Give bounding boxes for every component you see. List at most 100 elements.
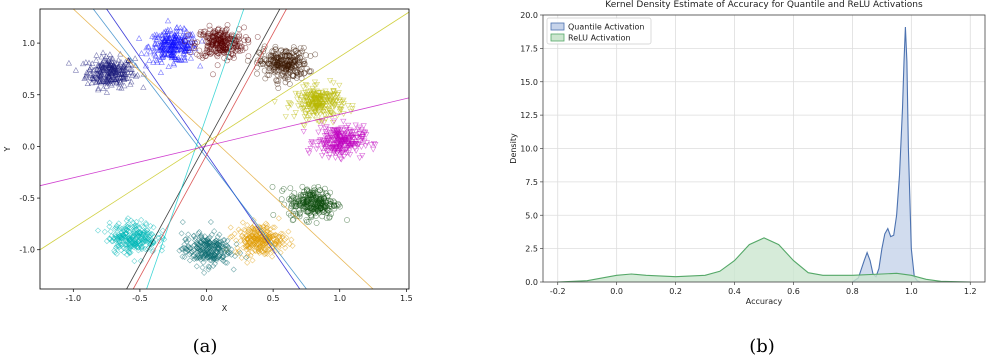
scatter-point [315,129,322,136]
scatter-point [197,31,204,38]
scatter-point [99,49,107,56]
scatter-point [214,49,220,56]
scatter-point [338,131,346,138]
scatter-point [88,79,95,86]
scatter-point [303,52,309,59]
y-axis-label: Density [509,133,518,164]
y-tick-label: 20.0 [520,11,538,20]
scatter-point [171,42,179,48]
scatter-point [301,94,308,100]
scatter-point [144,43,152,50]
scatter-point [336,106,343,112]
scatter-point [237,237,244,244]
scatter-point [130,233,138,240]
scatter-point [322,129,329,135]
scatter-point [327,189,333,196]
scatter-point [323,91,330,97]
scatter-point [237,249,244,257]
series-line-1 [557,237,971,283]
scatter-point [104,62,112,68]
scatter-point [313,146,320,153]
scatter-point [185,47,192,53]
scatter-point [263,221,271,229]
scatter-point [260,224,267,231]
scatter-point [300,105,308,112]
scatter-point [275,244,282,251]
scatter-point [207,218,214,226]
scatter-point [326,130,333,136]
scatter-point [204,43,211,50]
scatter-point [175,56,182,63]
scatter-point [105,67,112,73]
scatter-point [124,221,131,228]
scatter-point [251,241,258,248]
scatter-point [166,35,173,41]
scatter-point [140,224,147,231]
scatter-point [113,250,120,257]
scatter-point [312,103,320,110]
scatter-point [153,56,160,63]
y-tick-label: 2.5 [525,245,538,254]
scatter-point [142,237,149,244]
scatter-point [127,242,134,250]
scatter-point [112,224,120,231]
scatter-point [288,195,295,202]
scatter-point [206,239,213,246]
scatter-point [310,91,317,97]
scatter-point [340,97,347,104]
scatter-point [146,233,153,240]
scatter-point [104,70,111,76]
scatter-point [123,241,130,248]
scatter-point [305,89,312,95]
scatter-point [206,253,213,260]
scatter-point [220,253,227,260]
scatter-point [211,228,218,235]
scatter-point [269,253,276,260]
scatter-point [285,76,291,83]
scatter-point [218,241,225,248]
scatter-point [321,133,328,139]
scatter-point [345,145,352,151]
scatter-point [161,51,168,57]
series-area-1 [557,237,971,282]
scatter-point [95,72,103,78]
scatter-point [271,99,278,106]
scatter-point [126,250,133,257]
scatter-point [312,207,318,214]
scatter-point [185,236,192,243]
scatter-point [150,238,157,245]
decision-line-3 [126,9,281,289]
scatter-point [284,74,291,80]
scatter-point [257,234,264,241]
scatter-point [318,204,325,211]
scatter-point [322,199,329,206]
scatter-point [259,242,267,249]
scatter-point [313,220,320,226]
scatter-point [186,251,193,258]
scatter-point [310,100,317,107]
scatter-point [324,97,331,103]
scatter-point [330,118,338,125]
scatter-point [325,106,333,113]
scatter-point [201,269,208,276]
scatter-point [256,230,263,237]
scatter-point [288,236,295,243]
scatter-point [279,187,285,194]
scatter-point [301,58,308,64]
scatter-point [241,37,248,44]
scatter-point [86,66,93,73]
scatter-point [208,49,215,56]
scatter-point [295,91,302,98]
scatter-point [328,203,335,210]
scatter-point [152,41,159,47]
scatter-point [282,114,289,120]
scatter-point [161,41,168,48]
scatter-point [360,123,367,129]
scatter-point [340,118,347,125]
scatter-point [212,40,219,47]
scatter-point [90,75,97,81]
scatter-point [335,127,342,134]
scatter-point [358,127,365,134]
scatter-point [181,253,188,261]
x-tick-label: 0.2 [669,287,682,296]
